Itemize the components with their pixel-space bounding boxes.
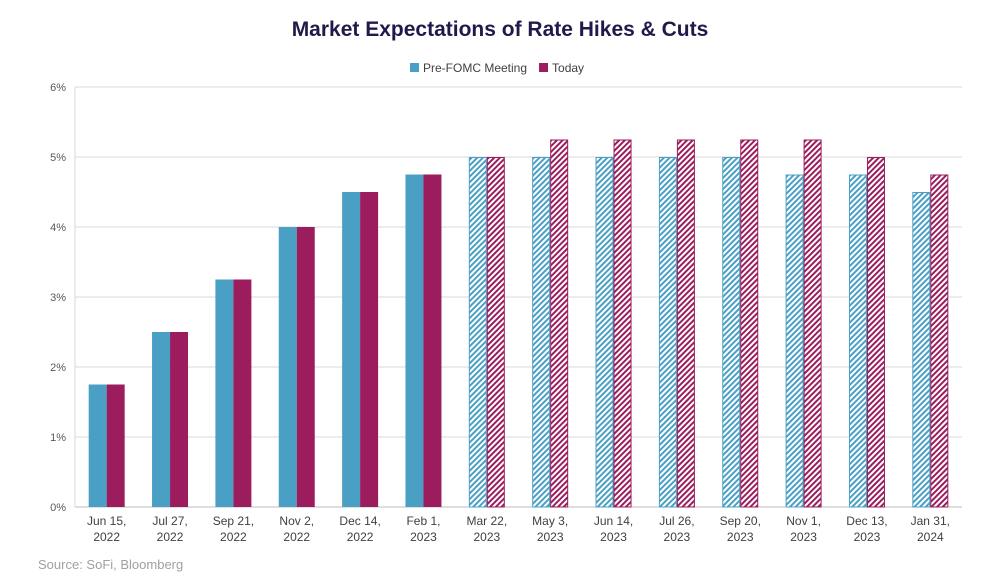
legend-swatch xyxy=(410,63,419,72)
bar-pre-fomc-meeting xyxy=(722,157,741,508)
bar-pre-fomc-meeting xyxy=(215,279,234,507)
bar-pre-fomc-meeting xyxy=(532,157,551,508)
x-tick-label: 2023 xyxy=(854,530,881,544)
x-tick-label: 2024 xyxy=(917,530,944,544)
chart-title: Market Expectations of Rate Hikes & Cuts xyxy=(291,18,709,41)
bar-today xyxy=(803,139,822,508)
bar-today xyxy=(360,192,379,507)
bar-today xyxy=(613,139,632,508)
bar-pre-fomc-meeting xyxy=(595,157,614,508)
y-tick-label: 6% xyxy=(50,82,66,94)
x-tick-label: Jun 15, xyxy=(87,514,126,528)
bar-pre-fomc-meeting xyxy=(152,332,171,507)
x-tick-label: 2023 xyxy=(664,530,691,544)
x-tick-label: 2023 xyxy=(790,530,817,544)
x-tick-label: Sep 20, xyxy=(720,514,761,528)
x-tick-label: 2023 xyxy=(410,530,437,544)
x-tick-label: 2022 xyxy=(283,530,310,544)
x-tick-label: 2023 xyxy=(537,530,564,544)
x-tick-label: 2022 xyxy=(347,530,374,544)
x-tick-label: 2023 xyxy=(473,530,500,544)
legend-label: Today xyxy=(552,61,584,75)
x-tick-label: Sep 21, xyxy=(213,514,254,528)
bar-today xyxy=(930,174,949,508)
x-tick-label: 2023 xyxy=(600,530,627,544)
x-tick-label: May 3, xyxy=(532,514,568,528)
bar-today xyxy=(106,384,125,507)
bar-today xyxy=(423,174,442,507)
bar-today xyxy=(296,227,315,507)
bar-pre-fomc-meeting xyxy=(405,174,424,507)
y-tick-label: 0% xyxy=(50,502,66,514)
bar-pre-fomc-meeting xyxy=(848,174,867,508)
x-tick-label: Jul 26, xyxy=(659,514,694,528)
bar-today xyxy=(676,139,695,508)
bar-today xyxy=(866,157,885,508)
legend-label: Pre-FOMC Meeting xyxy=(423,61,527,75)
y-tick-label: 2% xyxy=(50,362,66,374)
x-tick-label: Mar 22, xyxy=(466,514,507,528)
x-tick-label: 2023 xyxy=(727,530,754,544)
bar-today xyxy=(486,157,505,508)
x-tick-label: Nov 1, xyxy=(786,514,821,528)
x-tick-label: Jan 31, xyxy=(911,514,950,528)
y-tick-label: 3% xyxy=(50,292,66,304)
bar-pre-fomc-meeting xyxy=(468,157,487,508)
x-tick-label: Jun 14, xyxy=(594,514,633,528)
x-tick-label: 2022 xyxy=(220,530,247,544)
y-tick-label: 5% xyxy=(50,152,66,164)
bar-pre-fomc-meeting xyxy=(658,157,677,508)
x-tick-label: 2022 xyxy=(93,530,120,544)
bar-pre-fomc-meeting xyxy=(88,384,107,507)
y-tick-label: 4% xyxy=(50,222,66,234)
y-tick-label: 1% xyxy=(50,432,66,444)
bar-pre-fomc-meeting xyxy=(785,174,804,508)
x-tick-label: Nov 2, xyxy=(279,514,314,528)
x-tick-label: Dec 14, xyxy=(339,514,380,528)
bar-pre-fomc-meeting xyxy=(278,227,297,507)
bar-pre-fomc-meeting xyxy=(342,192,361,507)
x-tick-label: Feb 1, xyxy=(406,514,440,528)
bar-today xyxy=(170,332,189,507)
x-tick-label: Dec 13, xyxy=(846,514,887,528)
bar-today xyxy=(550,139,569,508)
x-tick-label: 2022 xyxy=(157,530,184,544)
bar-today xyxy=(233,279,252,507)
bar-today xyxy=(740,139,759,508)
source-note: Source: SoFi, Bloomberg xyxy=(38,557,184,572)
x-tick-label: Jul 27, xyxy=(152,514,187,528)
legend-swatch xyxy=(539,63,549,72)
bar-pre-fomc-meeting xyxy=(912,192,931,508)
